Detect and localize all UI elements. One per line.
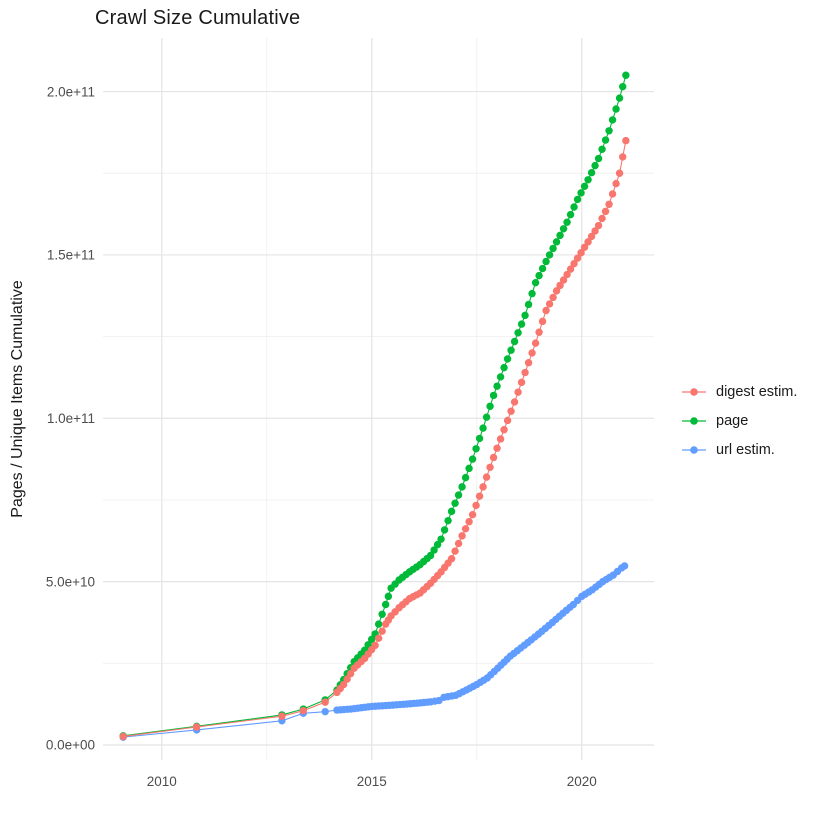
legend-item-url-estim: url estim. [681,435,797,464]
gridlines-minor [103,38,654,760]
x-tick-label: 2020 [567,774,597,789]
legend-key-page-icon [682,416,706,425]
gridlines-major [103,38,654,760]
legend-key-digest-icon [682,387,706,396]
x-axis-tick-labels: 2010 2015 2020 [147,774,597,789]
legend-label: digest estim. [716,383,798,400]
x-tick-label: 2010 [147,774,177,789]
legend-label: page [716,412,749,429]
legend-key-url-icon [682,445,706,454]
series-points-digest-estim [119,136,630,741]
page-title: Crawl Size Cumulative [95,7,301,29]
y-tick-label: 2.0e+11 [47,84,95,99]
legend: digest estim. page url estim. [681,377,797,464]
legend-label: url estim. [716,441,775,458]
series-points-page [119,71,630,740]
y-axis-tick-labels: 0.0e+00 5.0e+10 1.0e+11 1.5e+11 2.0e+11 [46,84,95,752]
y-tick-label: 1.5e+11 [47,248,95,263]
x-tick-label: 2015 [357,774,387,789]
y-tick-label: 5.0e+10 [46,574,95,589]
legend-item-digest-estim: digest estim. [681,377,797,406]
legend-item-page: page [681,406,797,435]
y-tick-label: 0.0e+00 [46,738,95,753]
y-tick-label: 1.0e+11 [47,411,95,426]
series-points-url-estim [119,562,629,741]
